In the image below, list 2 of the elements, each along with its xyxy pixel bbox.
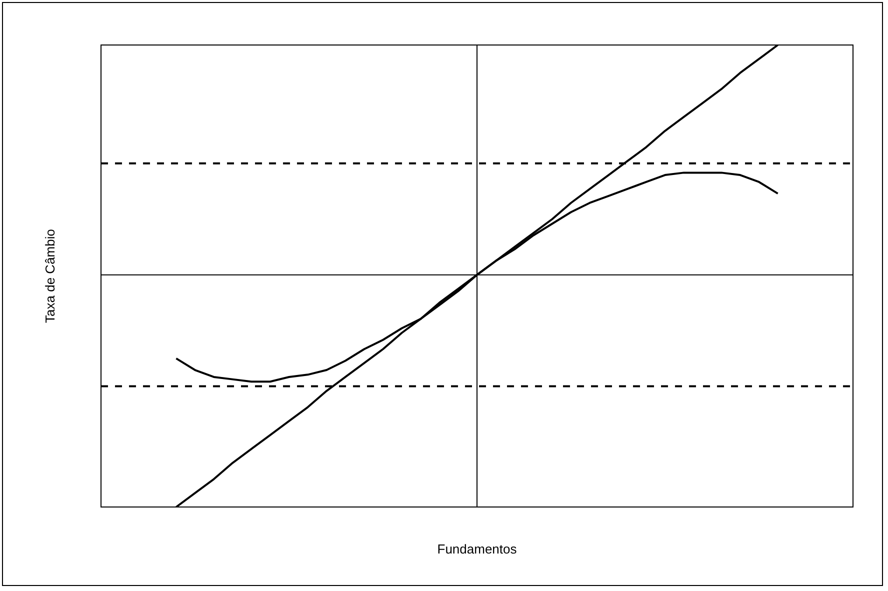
y-axis-title: Taxa de Câmbio [42, 229, 58, 323]
x-axis-title: Fundamentos [437, 542, 518, 557]
